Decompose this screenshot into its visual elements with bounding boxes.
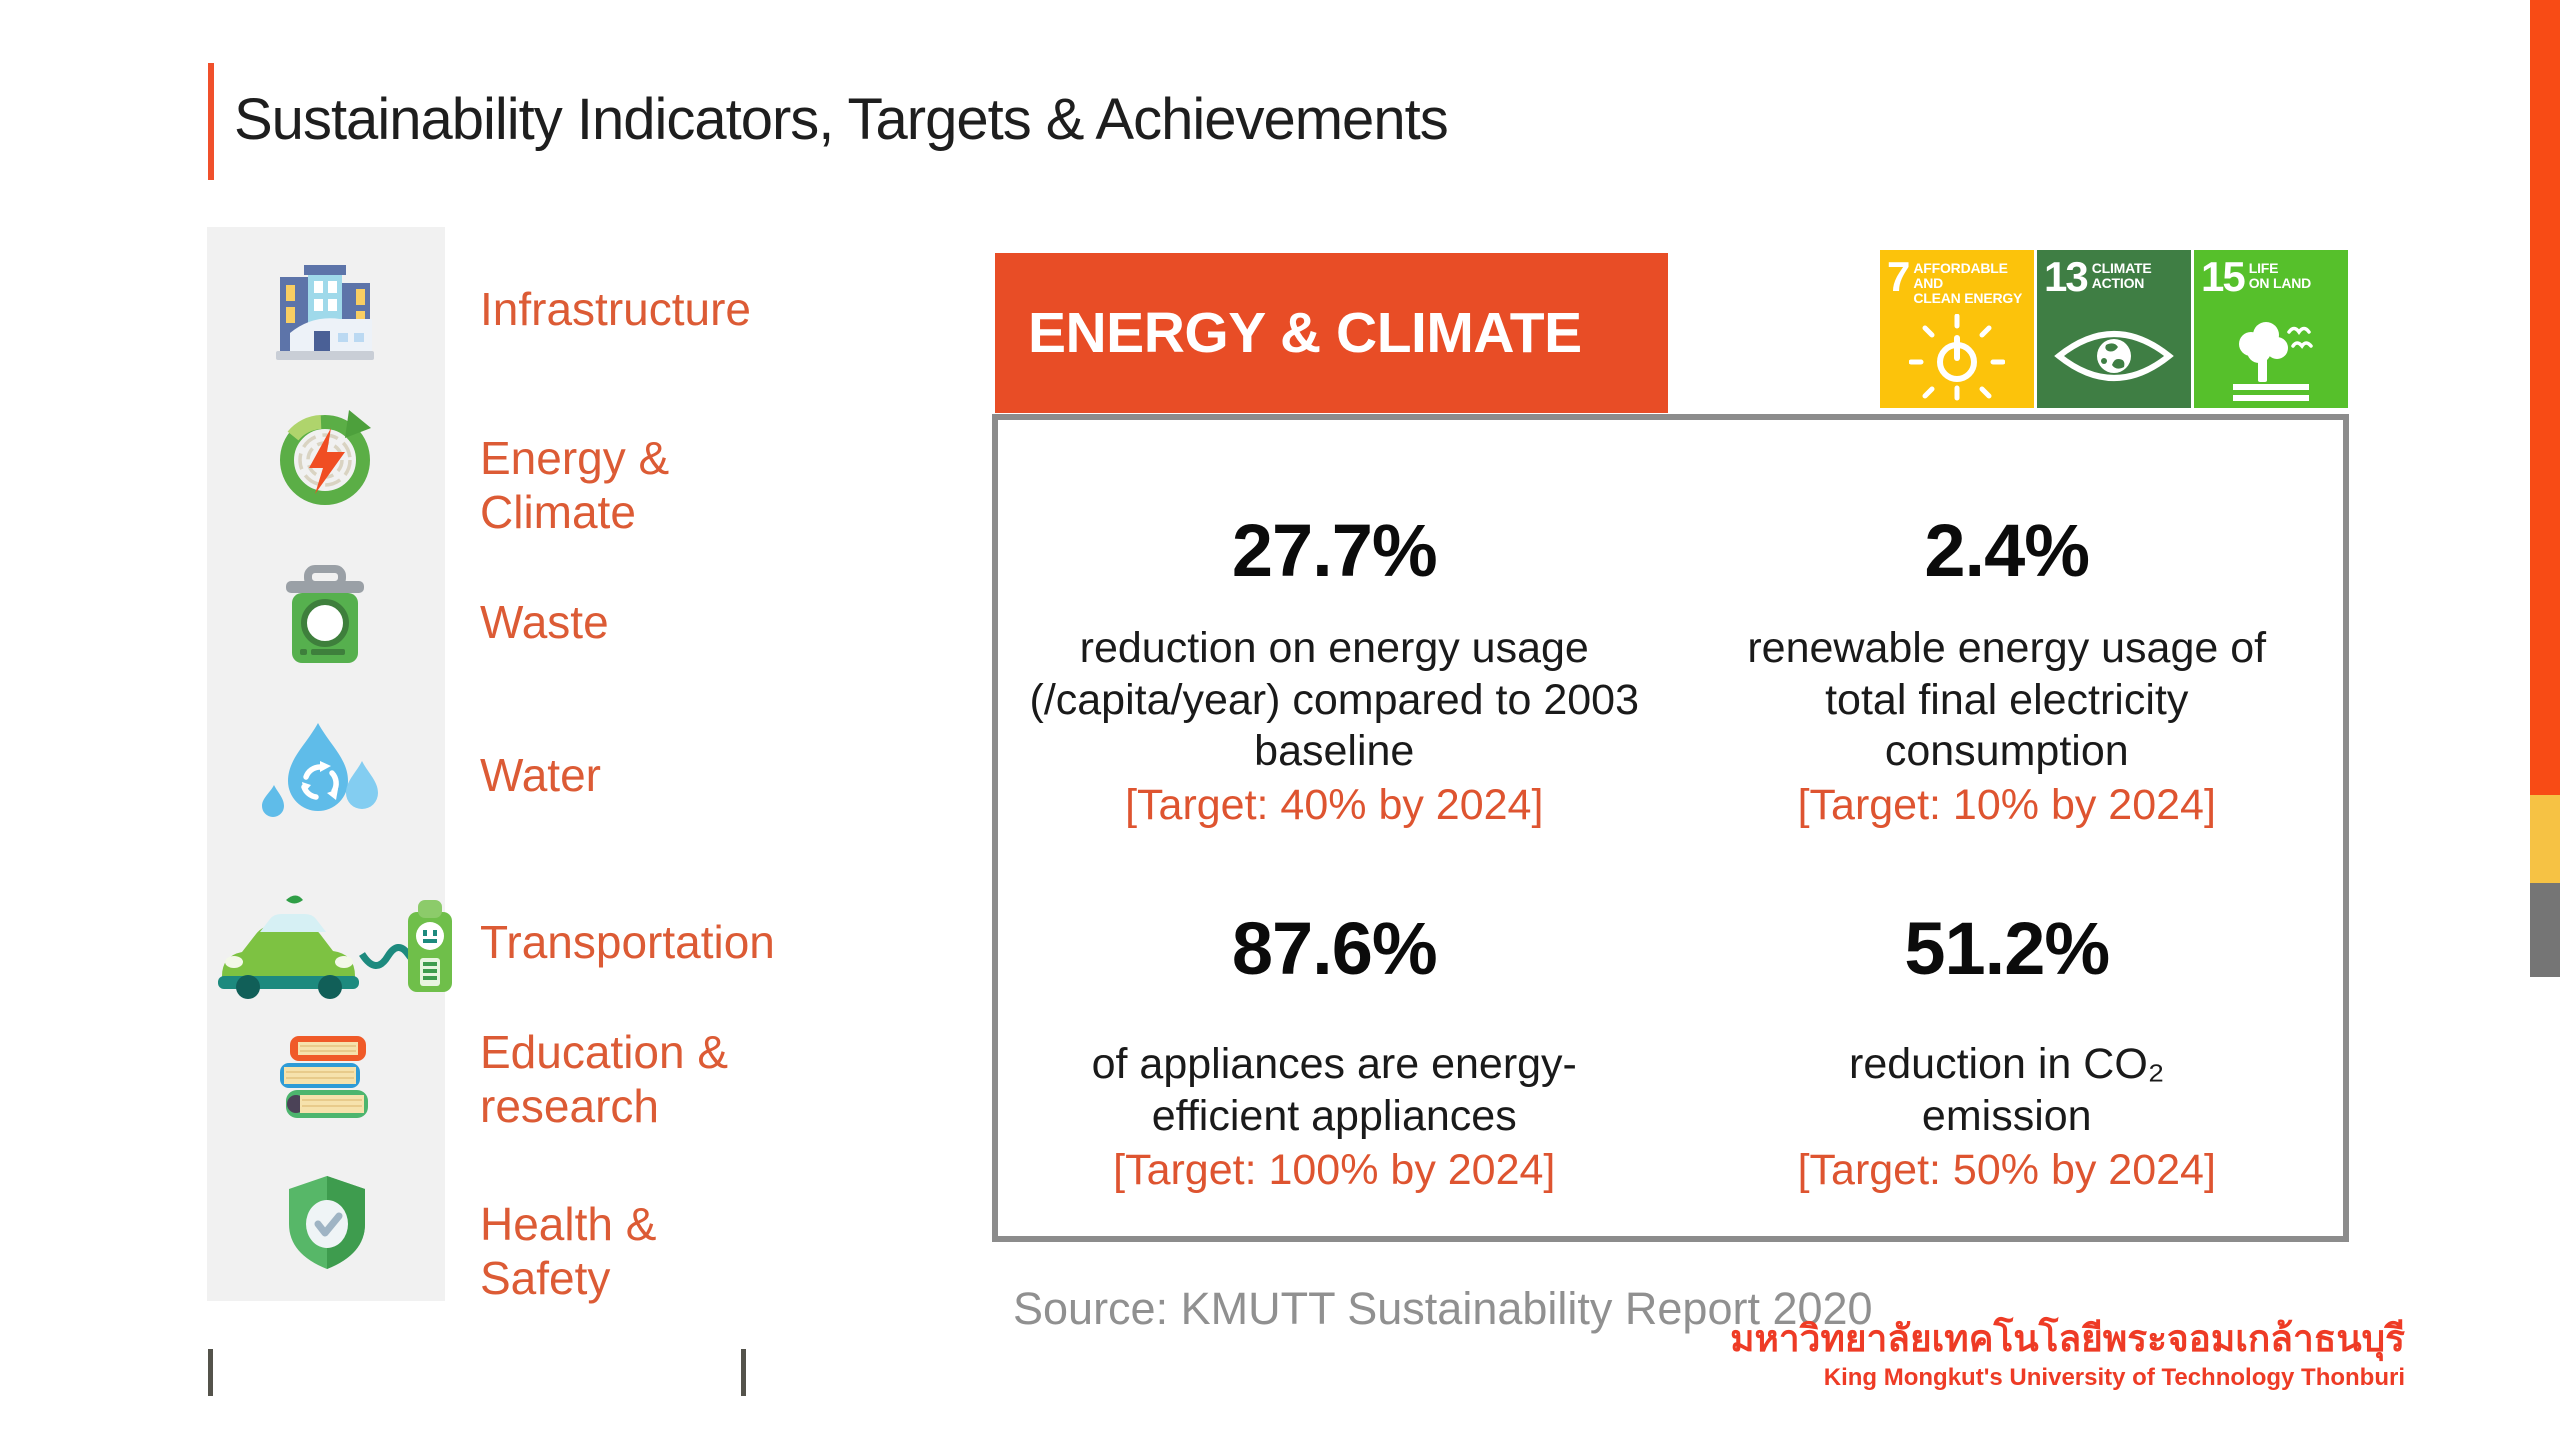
sdg-badge-13: 13 CLIMATE ACTION xyxy=(2037,250,2191,408)
sdg-badge-15: 15 LIFE ON LAND xyxy=(2194,250,2348,408)
university-logo-english: King Mongkut's University of Technology … xyxy=(1823,1363,2405,1391)
sidebar-item-label: Water xyxy=(480,749,601,801)
sidebar-item-label: Transportation xyxy=(480,916,775,968)
university-logo: มหาวิทยาลัยเทคโนโลยีพระจอมเกล้าธนบุรี Ki… xyxy=(1730,1318,2405,1392)
building-icon xyxy=(276,265,374,360)
source-note: Source: KMUTT Sustainability Report 2020 xyxy=(1013,1283,1873,1334)
university-logo-thai: มหาวิทยาลัยเทคโนโลยีพระจอมเกล้าธนบุรี xyxy=(1730,1318,2405,1359)
stat-target: [Target: 40% by 2024] xyxy=(1125,780,1544,829)
crop-mark-left xyxy=(208,1349,213,1396)
stat-target: [Target: 10% by 2024] xyxy=(1797,780,2216,829)
title-accent-bar xyxy=(208,63,214,180)
sdg-number: 7 xyxy=(1887,253,1910,300)
edge-accent-bar-yellow xyxy=(2530,795,2560,883)
stat-card-renewable-energy: 2.4% renewable energy usage of total fin… xyxy=(1671,420,2344,844)
stat-target: [Target: 100% by 2024] xyxy=(1113,1145,1556,1194)
eye-globe-icon xyxy=(2054,331,2174,381)
sidebar-item-label: Waste xyxy=(480,596,609,648)
sdg-label: CLIMATE ACTION xyxy=(2091,260,2152,292)
sdg-number: 15 xyxy=(2201,253,2246,300)
stat-description: renewable energy usage of total final el… xyxy=(1747,624,2267,776)
sdg-label: LIFE ON LAND xyxy=(2248,260,2312,292)
stat-card-co2-reduction: 51.2% reduction in CO₂ emission [Target:… xyxy=(1671,844,2344,1236)
stat-target: [Target: 50% by 2024] xyxy=(1797,1145,2216,1194)
stat-card-energy-reduction: 27.7% reduction on energy usage (/capita… xyxy=(998,420,1671,844)
stat-description: reduction in CO₂ emission xyxy=(1849,1040,2165,1140)
electric-car-icon xyxy=(218,895,452,999)
stat-value: 87.6% xyxy=(1231,907,1438,991)
stats-panel: 27.7% reduction on energy usage (/capita… xyxy=(992,414,2349,1242)
sidebar-item-label: Health & Safety xyxy=(480,1198,657,1304)
edge-accent-bar-orange xyxy=(2530,0,2560,795)
stat-value: 51.2% xyxy=(1904,907,2110,991)
sdg-label: AFFORDABLE AND CLEAN ENERGY xyxy=(1913,260,2023,307)
stat-value: 27.7% xyxy=(1231,509,1438,592)
stat-description: reduction on energy usage (/capita/year)… xyxy=(1029,624,1640,776)
stat-description: of appliances are energy-efficient appli… xyxy=(1091,1040,1577,1140)
crop-mark-right xyxy=(741,1349,746,1396)
edge-accent-bar-gray xyxy=(2530,883,2560,977)
section-banner: ENERGY & CLIMATE xyxy=(995,253,1668,413)
sidebar-item-label: Energy & Climate xyxy=(480,432,670,538)
water-drops-icon xyxy=(262,723,378,817)
stat-card-efficient-appliances: 87.6% of appliances are energy-efficient… xyxy=(998,844,1671,1236)
sdg-badge-7: 7 AFFORDABLE AND CLEAN ENERGY xyxy=(1880,250,2034,408)
energy-recycle-icon xyxy=(280,410,371,505)
sidebar-item-label: Infrastructure xyxy=(480,283,751,335)
books-icon xyxy=(280,1036,368,1118)
stat-value: 2.4% xyxy=(1924,509,2090,592)
page-title: Sustainability Indicators, Targets & Ach… xyxy=(234,87,1449,152)
tree-birds-icon xyxy=(2233,322,2313,401)
section-banner-label: ENERGY & CLIMATE xyxy=(1028,301,1582,365)
sun-power-icon xyxy=(1909,314,2005,401)
sdg-number: 13 xyxy=(2044,253,2089,300)
sidebar-item-label: Education & research xyxy=(480,1026,729,1132)
sdg-badge-row: 7 AFFORDABLE AND CLEAN ENERGY xyxy=(1880,250,2348,408)
waste-bin-icon xyxy=(286,565,364,663)
shield-check-icon xyxy=(289,1176,365,1269)
